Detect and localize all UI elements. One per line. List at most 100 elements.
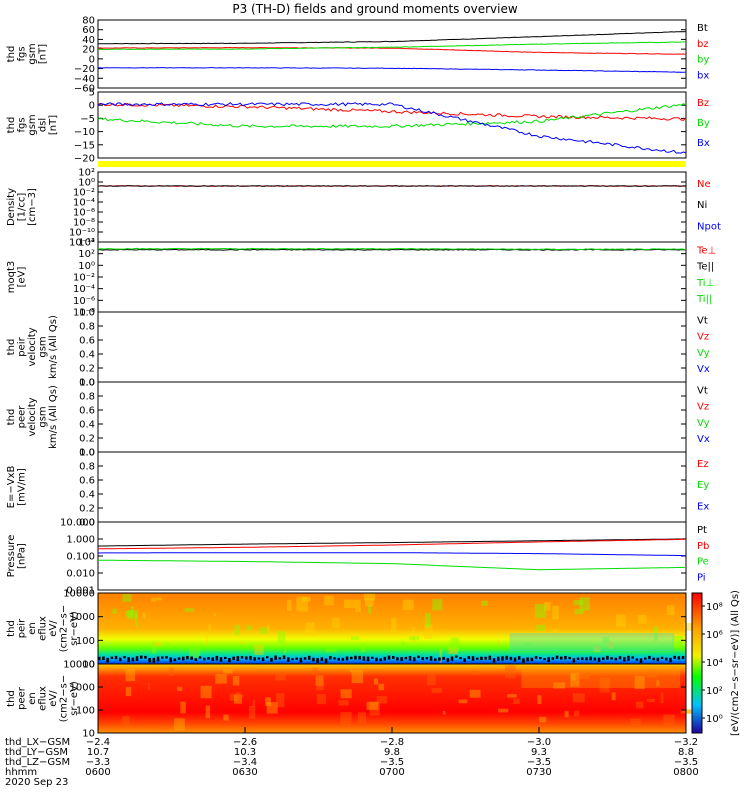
peer_spec-texture (376, 696, 388, 704)
panel-peer_spec: 10000 1000 100 10 thd peer en eflux eV/(cm2−s− sr… (6, 660, 696, 740)
y-axis-label: km/s (All Qs) (48, 315, 59, 379)
fgs_dsl-border (97, 91, 687, 159)
panel-pressure: 10.000 1.000 0.100 0.010 0.001 Pressure [nPa] P… (6, 518, 709, 597)
y-tick-label: 10⁻¹² (69, 238, 95, 249)
peer_spec-texture (232, 676, 240, 686)
legend-Npot: Npot (697, 221, 721, 232)
peir_spec-texture (213, 613, 216, 617)
peir-noise-band (240, 656, 244, 659)
y-axis-label: [nPa] (17, 543, 28, 569)
peir-noise-band (270, 657, 273, 662)
peir-noise-band (98, 656, 101, 661)
peer_spec-texture (125, 668, 136, 682)
peir_spec-texture (254, 644, 264, 655)
peir_spec-texture (305, 622, 315, 636)
peir_spec-texture (246, 625, 252, 631)
peir-noise-band (161, 656, 164, 659)
peir_spec-texture (593, 646, 601, 652)
peir-noise-band (253, 657, 256, 661)
peer_spec-texture (252, 699, 255, 708)
peir_spec-texture (122, 593, 132, 602)
peir-noise-band (610, 657, 613, 660)
peir_spec-texture (296, 596, 309, 612)
y-axis-label: gsm (38, 406, 49, 427)
x-tick-label: −2.8 (380, 737, 404, 748)
series-By (97, 103, 687, 128)
peir_spec-texture (277, 630, 286, 644)
peer_spec-texture (634, 675, 645, 690)
peer_v-frame (97, 381, 687, 453)
y-tick-label: 10.000 (60, 518, 95, 529)
peer_spec-texture (357, 712, 367, 724)
y-axis-label: thd (6, 409, 17, 426)
peer_v-border (97, 381, 687, 453)
peer_spec-texture (338, 700, 349, 706)
y-tick-label: 10⁻⁴ (73, 198, 95, 209)
peir-noise-band (362, 656, 366, 661)
legend-Vx: Vx (697, 434, 710, 445)
peir-noise-band (219, 657, 223, 662)
peir_spec-texture (151, 597, 156, 602)
peir-noise-band (648, 655, 651, 660)
peir-noise-band (585, 657, 588, 661)
peir-noise-band (635, 658, 639, 661)
peer_spec-texture (205, 705, 211, 718)
peir_spec-texture (208, 624, 212, 631)
y-tick-label: 10⁴ (78, 238, 95, 249)
peir_spec-texture (424, 613, 431, 627)
peir-noise-band (425, 657, 429, 660)
peir-noise-band (345, 656, 349, 661)
peer_spec-texture (663, 714, 675, 725)
peir_spec-texture (363, 593, 375, 601)
peir-noise-band (152, 657, 156, 663)
y-tick-label: 0.2 (79, 504, 95, 515)
x-tick-label: 9.3 (531, 747, 547, 758)
y-tick-label: 0.6 (79, 336, 95, 347)
peir_spec-texture (448, 647, 459, 655)
peir_v-frame (97, 311, 687, 383)
legend-Ne: Ne (697, 179, 711, 190)
y-axis-label: gsm (27, 114, 38, 135)
peir-noise-band (501, 656, 504, 661)
peir-noise-band (572, 658, 576, 663)
peir-noise-band (652, 657, 655, 661)
peir_spec-texture (536, 624, 545, 631)
legend-bx: bx (697, 71, 709, 82)
peir-noise-band (673, 655, 676, 659)
peir-noise-band (442, 656, 445, 660)
peir-noise-band (589, 656, 592, 661)
legend-Pt: Pt (697, 525, 707, 536)
panel-peir_spec: 10000 1000 100 10 thd peir en eflux eV/(cm2−s− sr… (6, 589, 693, 671)
pressure-frame (97, 521, 687, 591)
peir-noise-band (333, 657, 336, 660)
peer_spec-texture (564, 710, 569, 718)
x-row-label: thd_LY−GSM (5, 747, 68, 758)
temp-frame (97, 241, 687, 313)
y-tick-label: 5 (89, 88, 95, 99)
peir-noise-band (291, 658, 294, 661)
peir-noise-band (114, 655, 118, 660)
peir_spec-texture (400, 641, 406, 649)
peir_spec-texture (368, 604, 372, 614)
date-label: 2020 Sep 23 (5, 777, 68, 788)
peer_spec-texture (316, 694, 327, 705)
y-axis-label: peer (17, 405, 28, 429)
peer_spec-texture (366, 701, 379, 710)
y-axis-label: dsl (38, 118, 49, 132)
peir_spec-texture (534, 603, 547, 618)
y-axis-label: gsm (38, 336, 49, 357)
peer_spec-texture (537, 695, 542, 705)
x-tick-label: 10.3 (234, 747, 256, 758)
legend-Pi: Pi (697, 573, 706, 584)
peir-noise-band (236, 656, 240, 662)
peir-noise-band (526, 657, 529, 662)
y-tick-label: 0.001 (66, 586, 95, 597)
peir-noise-band (278, 657, 282, 660)
peer_spec-texture (125, 687, 132, 697)
peir-noise-band (434, 658, 437, 661)
peir_spec-texture (683, 622, 693, 631)
y-tick-label: 1.000 (66, 535, 95, 546)
y-tick-label: 0.4 (79, 350, 95, 361)
y-tick-label: 0.8 (79, 322, 95, 333)
